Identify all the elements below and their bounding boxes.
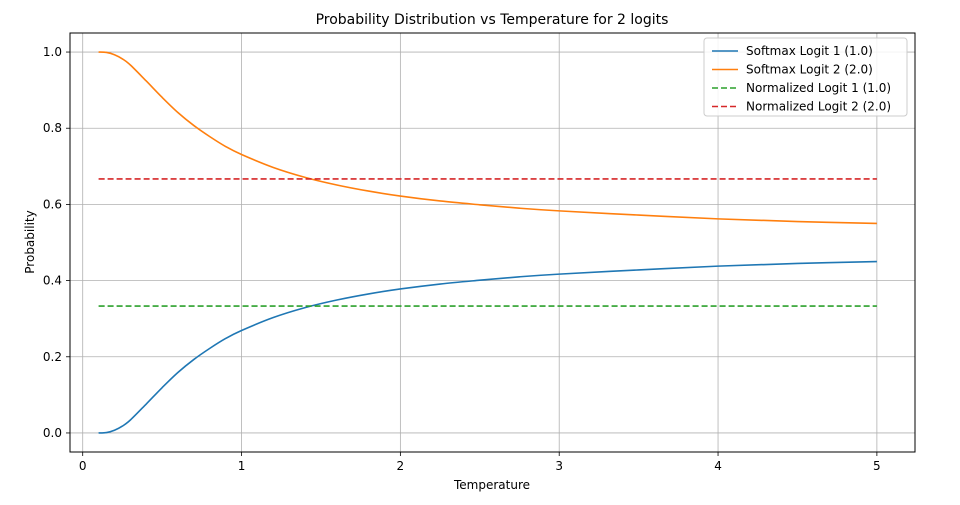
x-tick-label: 4 [714,459,722,473]
y-tick-label: 0.6 [43,197,62,211]
x-tick-label: 3 [555,459,563,473]
x-tick-label: 5 [873,459,881,473]
x-axis-label: Temperature [453,478,530,492]
legend-label: Normalized Logit 1 (1.0) [746,81,891,95]
series-line-2 [98,51,877,225]
legend-label: Softmax Logit 1 (1.0) [746,44,873,58]
y-tick-label: 0.8 [43,121,62,135]
plot-frame [69,32,916,453]
y-axis-label: Probability [23,210,37,273]
x-tick-label: 0 [79,459,87,473]
y-tick-label: 0.4 [43,274,62,288]
series-lines [98,51,877,434]
y-tick-label: 0.2 [43,350,62,364]
legend: Softmax Logit 1 (1.0) Softmax Logit 2 (2.… [703,37,908,117]
series-line-1 [98,260,877,434]
legend-label: Softmax Logit 2 (2.0) [746,63,873,77]
x-tick-label: 1 [238,459,246,473]
y-tick-label: 0.0 [43,426,62,440]
y-tick-label: 1.0 [43,45,62,59]
legend-label: Normalized Logit 2 (2.0) [746,100,891,114]
chart-title: Probability Distribution vs Temperature … [316,12,669,28]
axis-ticks: 0 1 2 3 4 5 0.0 0.2 0.4 0.6 0.8 1.0 [43,45,881,473]
legend-box [703,37,908,117]
x-tick-label: 2 [397,459,405,473]
